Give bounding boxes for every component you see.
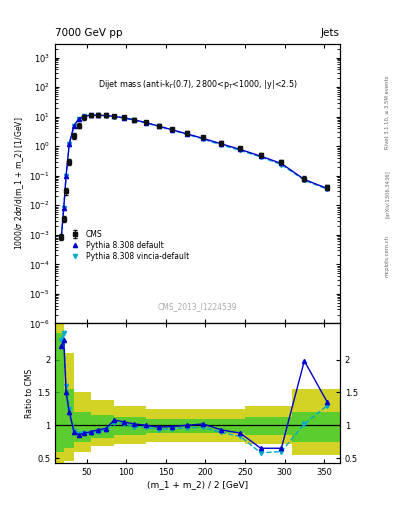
Pythia 8.308 default (219, 141, 224, 147)
Pythia 8.308 vincia-default (112, 114, 117, 120)
Pythia 8.308 vincia-default (64, 173, 68, 179)
Pythia 8.308 vincia-default (201, 136, 206, 142)
Pythia 8.308 vincia-default (121, 115, 126, 121)
Pythia 8.308 vincia-default (76, 116, 81, 122)
Pythia 8.308 default (238, 146, 242, 153)
X-axis label: (m_1 + m_2) / 2 [GeV]: (m_1 + m_2) / 2 [GeV] (147, 480, 248, 489)
Pythia 8.308 default (88, 112, 93, 118)
Pythia 8.308 vincia-default (61, 205, 66, 211)
Pythia 8.308 vincia-default (95, 112, 100, 118)
Pythia 8.308 default (72, 122, 76, 129)
Legend: CMS, Pythia 8.308 default, Pythia 8.308 vincia-default: CMS, Pythia 8.308 default, Pythia 8.308 … (64, 227, 192, 264)
Pythia 8.308 vincia-default (238, 147, 242, 154)
Pythia 8.308 default (61, 205, 66, 211)
Pythia 8.308 vincia-default (259, 154, 263, 160)
Pythia 8.308 default (201, 135, 206, 141)
Text: Dijet mass (anti-k$_T$(0.7), 2800<p$_T$<1000, |y|<2.5): Dijet mass (anti-k$_T$(0.7), 2800<p$_T$<… (98, 78, 297, 91)
Line: Pythia 8.308 default: Pythia 8.308 default (59, 113, 329, 239)
Pythia 8.308 default (76, 116, 81, 122)
Pythia 8.308 default (121, 115, 126, 121)
Pythia 8.308 vincia-default (219, 142, 224, 148)
Text: [arXiv:1306.3436]: [arXiv:1306.3436] (385, 170, 389, 219)
Text: mcplots.cern.ch: mcplots.cern.ch (385, 235, 389, 277)
Y-axis label: Ratio to CMS: Ratio to CMS (25, 369, 34, 418)
Pythia 8.308 vincia-default (302, 177, 307, 183)
Line: Pythia 8.308 vincia-default: Pythia 8.308 vincia-default (59, 113, 329, 239)
Pythia 8.308 default (132, 117, 136, 123)
Pythia 8.308 default (112, 113, 117, 119)
Pythia 8.308 vincia-default (88, 112, 93, 118)
Pythia 8.308 vincia-default (59, 234, 64, 240)
Pythia 8.308 default (144, 119, 149, 125)
Pythia 8.308 vincia-default (72, 122, 76, 129)
Pythia 8.308 default (325, 185, 330, 191)
Pythia 8.308 default (170, 126, 174, 133)
Pythia 8.308 vincia-default (185, 132, 189, 138)
Pythia 8.308 default (82, 113, 87, 119)
Pythia 8.308 vincia-default (325, 186, 330, 193)
Pythia 8.308 default (103, 112, 108, 118)
Pythia 8.308 default (259, 153, 263, 159)
Pythia 8.308 default (185, 131, 189, 137)
Pythia 8.308 default (156, 123, 161, 129)
Pythia 8.308 vincia-default (156, 123, 161, 130)
Pythia 8.308 vincia-default (170, 127, 174, 133)
Pythia 8.308 vincia-default (279, 161, 284, 167)
Pythia 8.308 vincia-default (67, 141, 72, 147)
Pythia 8.308 vincia-default (103, 113, 108, 119)
Text: Rivet 3.1.10, ≥ 3.5M events: Rivet 3.1.10, ≥ 3.5M events (385, 76, 389, 150)
Pythia 8.308 vincia-default (82, 113, 87, 119)
Pythia 8.308 default (67, 141, 72, 147)
Pythia 8.308 default (59, 234, 64, 240)
Pythia 8.308 vincia-default (144, 120, 149, 126)
Pythia 8.308 default (279, 160, 284, 166)
Text: CMS_2013_I1224539: CMS_2013_I1224539 (158, 302, 237, 311)
Pythia 8.308 default (64, 173, 68, 179)
Text: 7000 GeV pp: 7000 GeV pp (55, 28, 123, 38)
Pythia 8.308 vincia-default (132, 117, 136, 123)
Pythia 8.308 default (95, 112, 100, 118)
Y-axis label: 1000/$\sigma$ 2d$\sigma$/d(m_1 + m_2) [1/GeV]: 1000/$\sigma$ 2d$\sigma$/d(m_1 + m_2) [1… (13, 117, 26, 250)
Pythia 8.308 default (302, 176, 307, 182)
Text: Jets: Jets (321, 28, 340, 38)
